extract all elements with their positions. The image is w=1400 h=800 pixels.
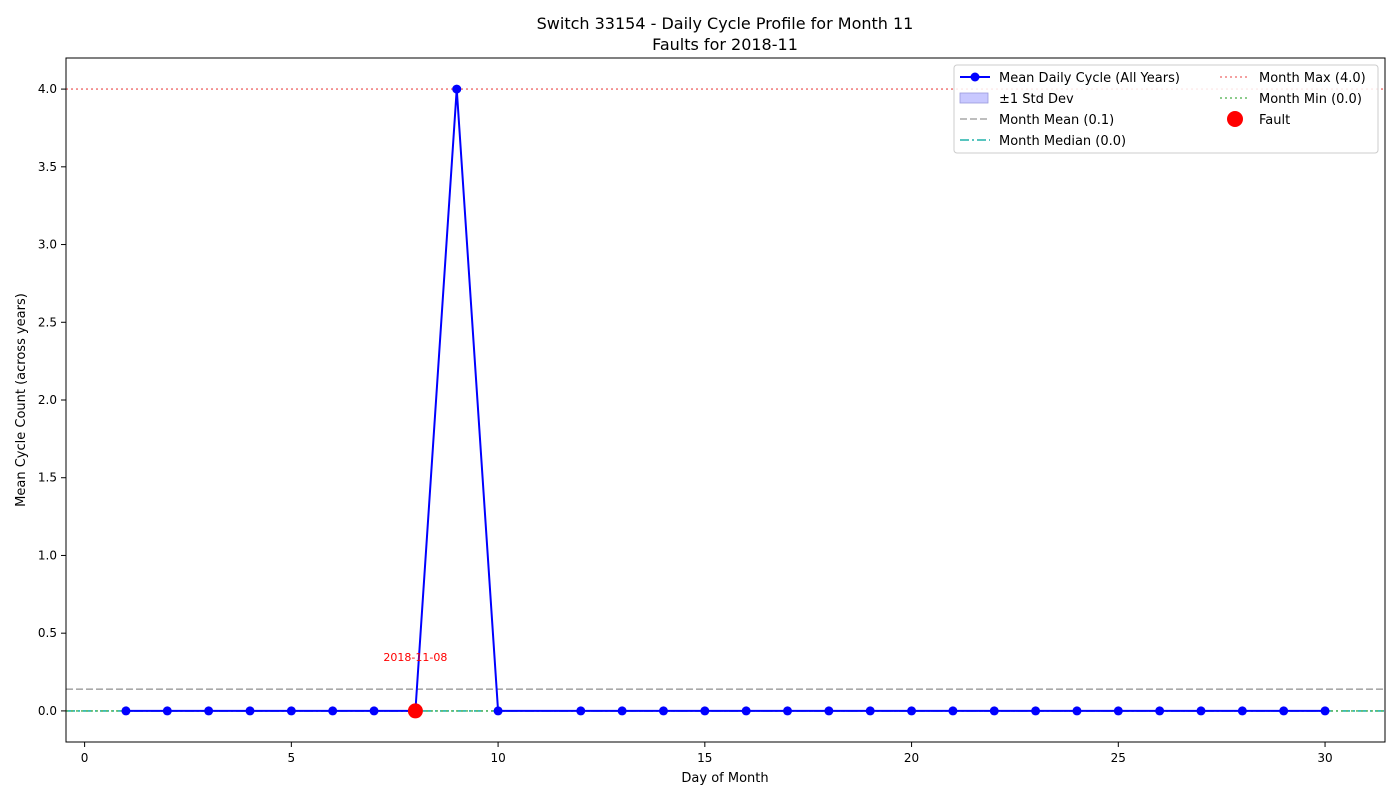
legend-handle-marker	[970, 72, 980, 82]
x-tick-label: 0	[81, 751, 89, 765]
plot-area: 2018-11-08 0 5 10 15 20 25 30 0.0 0.5 1.0 1.5 2.0 2.5…	[38, 57, 1386, 765]
data-point	[741, 706, 751, 716]
legend-label: ±1 Std Dev	[999, 92, 1074, 107]
data-point	[948, 706, 958, 716]
y-axis-label: Mean Cycle Count (across years)	[14, 293, 29, 507]
series-line	[125, 89, 1326, 712]
data-point	[162, 706, 172, 716]
x-tick-label: 25	[1111, 751, 1126, 765]
data-point	[1155, 706, 1165, 716]
legend: Mean Daily Cycle (All Years) ±1 Std Dev Mo…	[953, 64, 1379, 154]
x-axis-label: Day of Month	[681, 771, 768, 786]
data-point	[204, 706, 214, 716]
data-point	[328, 706, 338, 716]
legend-label: Month Mean (0.1)	[999, 113, 1114, 128]
x-tick-label: 30	[1317, 751, 1332, 765]
fault-label: 2018-11-08	[383, 651, 447, 664]
data-point	[286, 706, 296, 716]
y-tick-label: 4.0	[38, 82, 57, 96]
x-tick-label: 5	[288, 751, 296, 765]
legend-handle	[1227, 111, 1243, 127]
y-tick-label: 0.0	[38, 704, 57, 718]
data-point	[1237, 706, 1247, 716]
data-point	[617, 706, 627, 716]
data-point	[121, 706, 131, 716]
data-point	[576, 706, 586, 716]
x-tick-label: 15	[697, 751, 712, 765]
legend-label: Mean Daily Cycle (All Years)	[999, 71, 1180, 86]
data-point	[865, 706, 875, 716]
y-tick-label: 3.0	[38, 238, 57, 252]
data-point	[989, 706, 999, 716]
y-tick-label: 2.5	[38, 315, 57, 329]
fault-marker	[407, 703, 423, 719]
legend-box	[953, 64, 1379, 154]
y-tick-label: 2.0	[38, 393, 57, 407]
data-point	[245, 706, 255, 716]
legend-label: Month Max (4.0)	[1259, 71, 1366, 86]
y-tick-label: 1.0	[38, 548, 57, 562]
legend-label: Month Median (0.0)	[999, 134, 1126, 149]
data-point	[1196, 706, 1206, 716]
data-point	[1031, 706, 1041, 716]
data-point	[700, 706, 710, 716]
data-point	[783, 706, 793, 716]
data-point	[1072, 706, 1082, 716]
x-tick-label: 10	[490, 751, 505, 765]
data-point	[493, 706, 503, 716]
data-point	[452, 84, 462, 94]
y-tick-label: 1.5	[38, 471, 57, 485]
axes-frame	[65, 57, 1386, 743]
legend-handle	[959, 92, 989, 104]
x-tick-label: 20	[904, 751, 919, 765]
data-point	[907, 706, 917, 716]
data-point	[824, 706, 834, 716]
data-point	[1279, 706, 1289, 716]
data-point	[1320, 706, 1330, 716]
data-point	[1113, 706, 1123, 716]
y-tick-label: 0.5	[38, 626, 57, 640]
legend-label: Fault	[1259, 113, 1290, 128]
y-tick-label: 3.5	[38, 160, 57, 174]
data-point	[658, 706, 668, 716]
chart-subtitle: Faults for 2018-11	[652, 35, 798, 54]
data-point	[369, 706, 379, 716]
legend-label: Month Min (0.0)	[1259, 92, 1362, 107]
chart-title: Switch 33154 - Daily Cycle Profile for M…	[537, 14, 914, 33]
